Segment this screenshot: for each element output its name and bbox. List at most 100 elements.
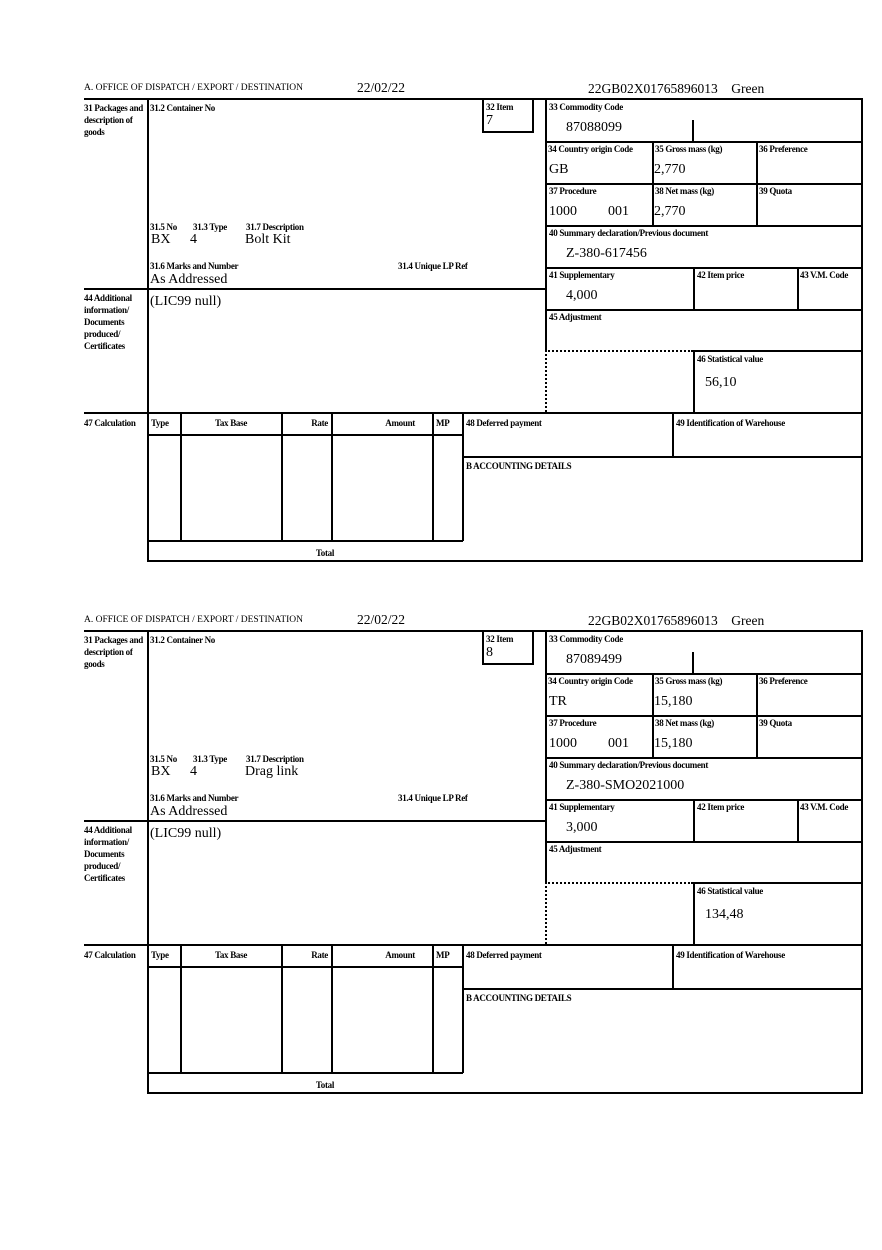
divider: [545, 98, 547, 350]
statistical-value: 56,10: [705, 375, 737, 390]
label-41-supplementary: 41 Supplementary: [549, 270, 615, 280]
divider: [693, 882, 863, 884]
divider: [84, 820, 546, 822]
divider: [545, 141, 863, 143]
label-46-statistical: 46 Statistical value: [697, 886, 763, 896]
divider: [545, 757, 863, 759]
label-47-calculation: 47 Calculation: [84, 418, 136, 428]
label-39-quota: 39 Quota: [759, 718, 792, 728]
label-38-net: 38 Net mass (kg): [655, 186, 714, 196]
procedure-sub-code: 001: [608, 736, 629, 751]
divider: [692, 652, 694, 673]
label-43-vm-code: 43 V.M. Code: [800, 802, 849, 812]
divider: [545, 350, 693, 352]
divider: [693, 799, 695, 841]
label-38-net: 38 Net mass (kg): [655, 718, 714, 728]
label-40-summary: 40 Summary declaration/Previous document: [549, 760, 709, 770]
divider: [532, 98, 534, 132]
form-date: 22/02/22: [357, 80, 406, 95]
label-31-2-container: 31.2 Container No: [150, 635, 215, 645]
label-31-5-no: 31.5 No: [150, 222, 177, 232]
item-number: 7: [486, 113, 493, 128]
label-32-item: 32 Item: [486, 634, 514, 644]
divider: [147, 560, 863, 562]
divider: [693, 267, 695, 309]
col-rate: Rate: [311, 418, 328, 428]
divider: [482, 663, 534, 665]
label-34-country: 34 Country origin Code: [548, 144, 633, 154]
divider: [84, 288, 546, 290]
divider: [797, 267, 799, 309]
divider: [545, 882, 547, 944]
divider: [672, 412, 674, 456]
commodity-code: 87089499: [566, 652, 622, 667]
divider: [482, 630, 484, 664]
divider: [331, 412, 333, 541]
supplementary-value: 4,000: [566, 288, 598, 303]
divider: [693, 882, 695, 944]
label-41-supplementary: 41 Supplementary: [549, 802, 615, 812]
label-31-3-type: 31.3 Type: [193, 754, 227, 764]
divider: [545, 841, 863, 843]
label-37-procedure: 37 Procedure: [549, 718, 597, 728]
additional-info-value: (LIC99 null): [150, 294, 222, 309]
net-mass: 2,770: [654, 204, 686, 219]
office-heading: A. OFFICE OF DISPATCH / EXPORT / DESTINA…: [84, 83, 304, 93]
statistical-value: 134,48: [705, 907, 744, 922]
package-type: 4: [190, 764, 197, 779]
gross-mass: 15,180: [654, 694, 693, 709]
supplementary-value: 3,000: [566, 820, 598, 835]
divider: [147, 1092, 863, 1094]
label-40-summary: 40 Summary declaration/Previous document: [549, 228, 709, 238]
label-31-packages: 31 Packages and description of goods: [84, 635, 144, 669]
divider: [462, 988, 863, 990]
col-tax-base: Tax Base: [214, 418, 248, 428]
divider: [84, 630, 863, 632]
col-type: Type: [151, 418, 169, 428]
label-46-statistical: 46 Statistical value: [697, 354, 763, 364]
additional-info-value: (LIC99 null): [150, 826, 222, 841]
divider: [147, 966, 463, 968]
col-tax-base: Tax Base: [214, 950, 248, 960]
label-48-deferred: 48 Deferred payment: [466, 418, 542, 428]
label-31-3-type: 31.3 Type: [193, 222, 227, 232]
label-35-gross: 35 Gross mass (kg): [655, 144, 723, 154]
divider: [545, 630, 547, 882]
form-reference: 22GB02X01765896013 Green: [588, 613, 765, 628]
divider: [180, 412, 182, 541]
divider: [84, 412, 863, 414]
col-rate: Rate: [311, 950, 328, 960]
procedure-code: 1000: [549, 204, 577, 219]
form-date: 22/02/22: [357, 612, 406, 627]
goods-description: Bolt Kit: [245, 232, 291, 247]
divider: [756, 673, 758, 757]
divider: [672, 944, 674, 988]
label-31-6-marks: 31.6 Marks and Number: [150, 261, 239, 271]
label-31-4-unique-lp-ref: 31.4 Unique LP Ref: [398, 793, 468, 803]
label-45-adjustment: 45 Adjustment: [549, 312, 602, 322]
label-31-2-container: 31.2 Container No: [150, 103, 215, 113]
divider: [692, 120, 694, 141]
divider: [545, 350, 547, 412]
col-type: Type: [151, 950, 169, 960]
label-44-additional-info: 44 Additional information/ Documents pro…: [84, 825, 132, 883]
label-total: Total: [315, 548, 335, 558]
procedure-code: 1000: [549, 736, 577, 751]
divider: [532, 630, 534, 664]
package-type: 4: [190, 232, 197, 247]
col-amount: Amount: [385, 950, 415, 960]
label-49-warehouse: 49 Identification of Warehouse: [676, 418, 785, 428]
previous-document: Z-380-617456: [566, 246, 647, 261]
label-31-4-unique-lp-ref: 31.4 Unique LP Ref: [398, 261, 468, 271]
label-33-commodity: 33 Commodity Code: [549, 102, 623, 112]
gross-mass: 2,770: [654, 162, 686, 177]
label-47-calculation: 47 Calculation: [84, 950, 136, 960]
divider: [432, 944, 434, 1073]
label-36-preference: 36 Preference: [759, 676, 808, 686]
divider: [147, 630, 149, 1094]
label-48-deferred: 48 Deferred payment: [466, 950, 542, 960]
label-43-vm-code: 43 V.M. Code: [800, 270, 849, 280]
divider: [652, 141, 654, 225]
item-number: 8: [486, 645, 493, 660]
divider: [84, 944, 863, 946]
